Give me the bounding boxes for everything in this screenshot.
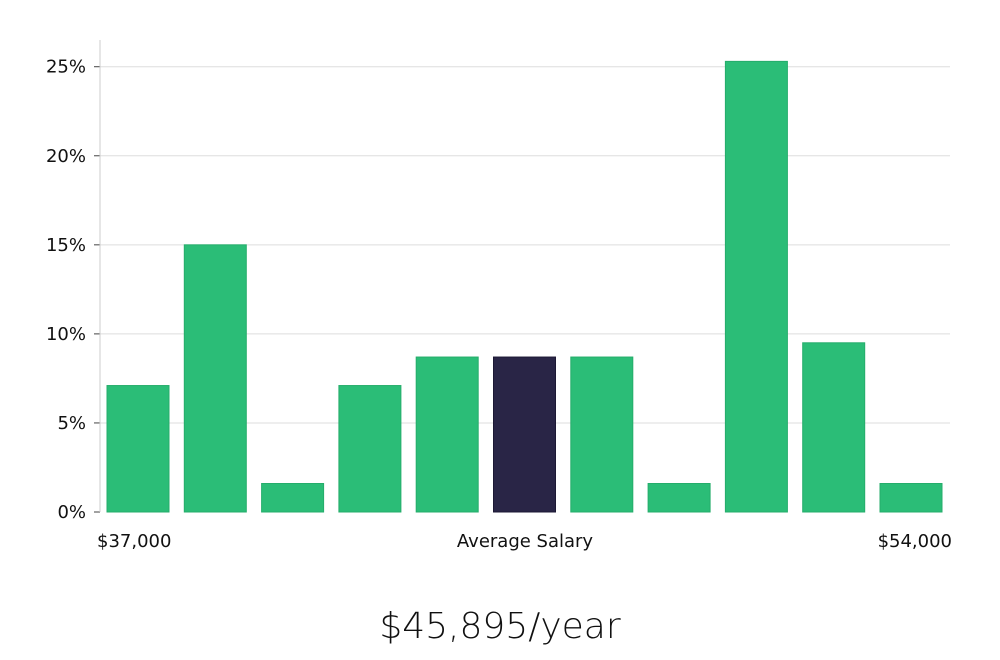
bars (106, 60, 943, 513)
average-salary-value: $45,895/year (379, 606, 621, 647)
bar (338, 385, 402, 513)
bar (415, 356, 479, 513)
bar (802, 342, 866, 513)
y-tick-label: 5% (57, 413, 86, 434)
bar (879, 483, 943, 513)
bar (647, 483, 711, 513)
bar (261, 483, 325, 513)
bar (724, 60, 788, 513)
y-tick-label: 15% (46, 235, 86, 256)
bar (106, 385, 170, 513)
x-axis-title: Average Salary (457, 531, 594, 552)
y-tick-label: 10% (46, 324, 86, 345)
y-tick-label: 20% (46, 146, 86, 167)
y-axis-ticks: 0% 5% 10% 15% 20% 25% (46, 57, 100, 523)
y-tick-label: 25% (46, 57, 86, 78)
x-max-label: $54,000 (878, 531, 952, 552)
salary-histogram: 0%5%10%15%20%25% $37,000 Average Salary … (46, 40, 952, 552)
x-min-label: $37,000 (97, 531, 171, 552)
bar-highlight (493, 356, 556, 513)
bar (183, 244, 247, 513)
y-tick-label: 0% (57, 502, 86, 523)
bar (570, 356, 634, 513)
